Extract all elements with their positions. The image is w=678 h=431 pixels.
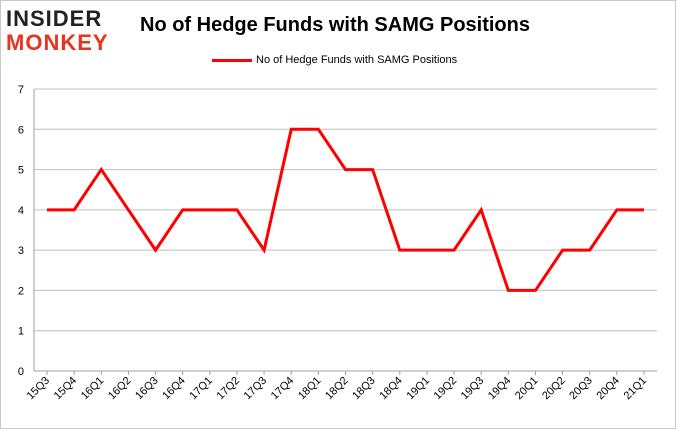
logo-text-top: INSIDER [6,6,103,31]
y-tick-label: 1 [18,326,24,338]
x-tick-label: 17Q4 [269,375,297,403]
x-tick-label: 18Q1 [296,375,324,403]
x-tick-label: 15Q4 [52,375,80,403]
x-tick-label: 19Q2 [432,375,460,403]
legend-label: No of Hedge Funds with SAMG Positions [256,54,458,67]
x-tick-label: 17Q1 [187,375,215,403]
y-tick-label: 3 [18,245,24,257]
x-tick-label: 18Q3 [350,375,378,403]
x-tick-label: 20Q2 [540,375,568,403]
legend-swatch [212,58,252,62]
insider-monkey-logo: INSIDER MONKEY [6,8,128,56]
x-tick-label: 20Q4 [594,375,622,403]
x-tick-label: 16Q1 [79,375,107,403]
x-tick-label: 17Q3 [242,375,270,403]
x-tick-label: 19Q3 [459,375,487,403]
y-tick-label: 7 [18,84,24,96]
x-tick-label: 18Q4 [377,375,405,403]
x-tick-label: 20Q3 [567,375,595,403]
y-tick-label: 5 [18,165,24,177]
x-tick-label: 19Q4 [486,375,514,403]
x-tick-label: 16Q2 [106,375,134,403]
x-tick-label: 17Q2 [215,375,243,403]
y-tick-label: 2 [18,285,24,297]
x-tick-label: 21Q1 [622,375,650,403]
x-tick-label: 16Q4 [160,375,188,403]
x-tick-label: 20Q1 [513,375,541,403]
chart-title: No of Hedge Funds with SAMG Positions [140,14,530,36]
chart-legend: No of Hedge Funds with SAMG Positions [212,54,457,70]
logo-text-bottom: MONKEY [6,30,109,55]
x-tick-label: 15Q3 [25,375,53,403]
x-tick-label: 19Q1 [405,375,433,403]
y-tick-label: 4 [18,205,24,217]
x-tick-label: 18Q2 [323,375,351,403]
y-tick-label: 0 [18,366,24,378]
y-tick-label: 6 [18,124,24,136]
x-tick-label: 16Q3 [133,375,161,403]
